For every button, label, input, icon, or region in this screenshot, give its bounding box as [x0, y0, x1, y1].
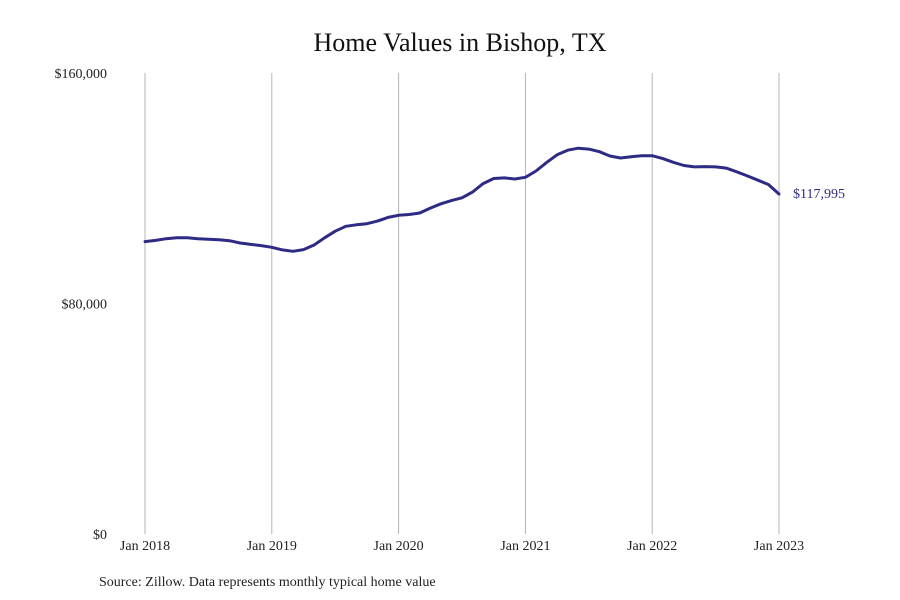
x-tick-label: Jan 2023 — [754, 539, 804, 554]
x-tick-label: Jan 2018 — [120, 539, 170, 554]
x-axis: Jan 2018 Jan 2019 Jan 2020 Jan 2021 Jan 2022… — [120, 539, 804, 554]
x-tick-label: Jan 2022 — [627, 539, 677, 554]
x-tick-label: Jan 2021 — [500, 539, 550, 554]
y-tick-label: $160,000 — [55, 67, 108, 82]
source-note: Source: Zillow. Data represents monthly … — [99, 575, 436, 590]
x-tick-label: Jan 2019 — [247, 539, 297, 554]
end-value-label: $117,995 — [793, 187, 845, 202]
y-tick-label: $80,000 — [62, 298, 108, 313]
chart-title: Home Values in Bishop, TX — [314, 28, 607, 57]
y-axis: $160,000 $80,000 $0 — [55, 67, 108, 543]
x-tick-label: Jan 2020 — [374, 539, 424, 554]
gridlines — [144, 73, 780, 534]
series-line — [143, 146, 781, 253]
y-tick-label: $0 — [93, 528, 107, 543]
